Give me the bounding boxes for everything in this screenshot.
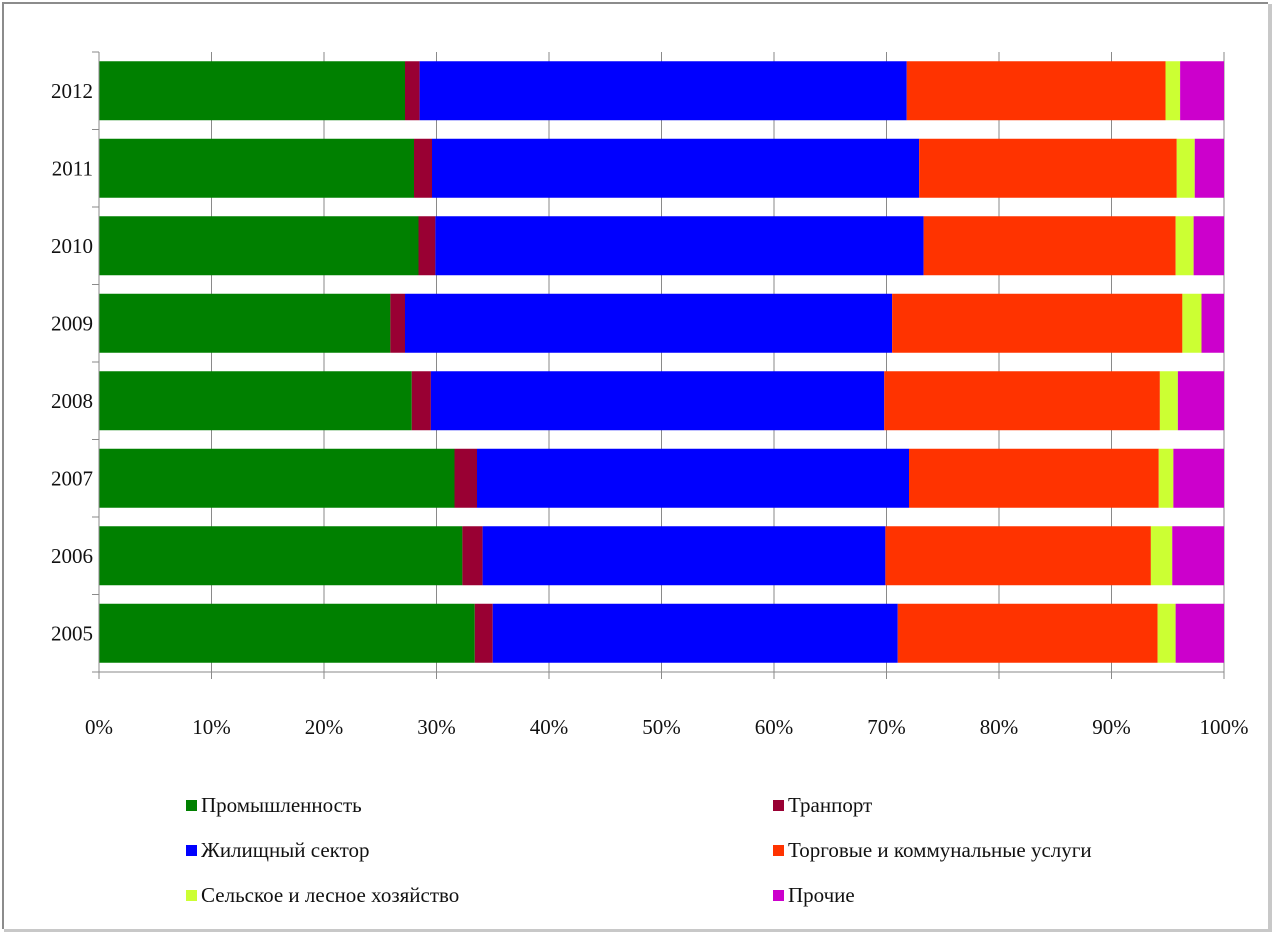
y-tick-label: 2012 [51, 79, 93, 103]
bar-segment [99, 61, 405, 121]
bar-segment [432, 138, 920, 198]
bar-segment [419, 61, 907, 121]
bar-segment [454, 448, 477, 508]
legend-swatch [186, 800, 197, 811]
legend-item: Транпорт [773, 793, 872, 818]
legend-item: Торговые и коммунальные услуги [773, 838, 1092, 863]
y-tick-label: 2005 [51, 621, 93, 645]
x-tick-label: 60% [755, 715, 794, 739]
legend-label: Промышленность [201, 793, 362, 817]
bar-segment [418, 216, 436, 276]
bar-segment [1180, 61, 1224, 121]
bar-segment [897, 603, 1158, 663]
x-tick-label: 0% [85, 715, 113, 739]
legend-item: Сельское и лесное хозяйство [186, 883, 459, 908]
bar-segment [1176, 138, 1195, 198]
bar-segment [1182, 293, 1202, 353]
x-tick-label: 40% [530, 715, 569, 739]
bar-segment [1177, 371, 1224, 431]
legend-label: Транпорт [788, 793, 873, 817]
bar-segment [1175, 216, 1194, 276]
legend-swatch [773, 800, 784, 811]
tick-labels: 0% 10% 20% 30% 40% 50% 60% 70% 80% 90% 100% 2012 201… [51, 79, 1249, 739]
bar-segment [1172, 526, 1224, 586]
bar-segment [462, 526, 483, 586]
bar-segment [411, 371, 431, 431]
bar-segment [99, 216, 419, 276]
legend-swatch [773, 890, 784, 901]
bar-segment [919, 138, 1177, 198]
legend-item: Жилищный сектор [186, 838, 370, 863]
legend-item: Прочие [773, 883, 855, 908]
bar-segment [1159, 371, 1178, 431]
x-tick-label: 30% [417, 715, 456, 739]
y-tick-label: 2011 [52, 156, 93, 180]
bar-segment [482, 526, 886, 586]
legend-label: Жилищный сектор [201, 838, 370, 862]
x-tick-label: 100% [1200, 715, 1249, 739]
bar-segment [99, 293, 391, 353]
bar-segment [885, 526, 1151, 586]
frame-shadow [4, 929, 1272, 932]
bar-segment [435, 216, 924, 276]
bar-segment [492, 603, 898, 663]
bar-segment [1201, 293, 1224, 353]
bar-segment [1158, 448, 1174, 508]
y-tick-label: 2010 [51, 234, 93, 258]
bar-segment [405, 61, 420, 121]
bar-segment [474, 603, 493, 663]
bar-segment [923, 216, 1176, 276]
bar-segment [884, 371, 1160, 431]
frame-shadow [1268, 4, 1272, 931]
bar-segment [99, 138, 414, 198]
legend-swatch [186, 845, 197, 856]
x-tick-label: 70% [867, 715, 906, 739]
bar-segment [390, 293, 405, 353]
x-tick-label: 80% [980, 715, 1019, 739]
legend-swatch [186, 890, 197, 901]
bar-segment [430, 371, 885, 431]
bar-segment [1175, 603, 1224, 663]
bar-segment [477, 448, 909, 508]
legend-label: Торговые и коммунальные услуги [788, 838, 1092, 862]
legend-item: Промышленность [186, 793, 362, 818]
legend-swatch [773, 845, 784, 856]
bar-segment [1194, 138, 1224, 198]
bar-segment [909, 448, 1159, 508]
bar-segment [892, 293, 1183, 353]
bar-segment [906, 61, 1166, 121]
bar-segment [99, 526, 463, 586]
legend-label: Сельское и лесное хозяйство [201, 883, 460, 907]
axes [92, 51, 1225, 679]
bar-segment [99, 603, 475, 663]
bar-segment [1173, 448, 1224, 508]
bar-segment [99, 448, 455, 508]
bar-segment [1157, 603, 1176, 663]
y-tick-label: 2006 [51, 544, 93, 568]
legend-label: Прочие [788, 883, 855, 907]
bar-segment [1165, 61, 1181, 121]
bar-segment [99, 371, 412, 431]
x-tick-label: 20% [305, 715, 344, 739]
bar-segment [405, 293, 893, 353]
x-tick-label: 10% [192, 715, 231, 739]
bar-segment [1193, 216, 1224, 276]
y-tick-label: 2008 [51, 389, 93, 413]
y-tick-label: 2007 [51, 466, 93, 490]
bar-segment [414, 138, 432, 198]
y-tick-label: 2009 [51, 311, 93, 335]
bar-segment [1150, 526, 1173, 586]
bar-series [99, 61, 1224, 663]
x-tick-label: 90% [1092, 715, 1131, 739]
x-tick-label: 50% [642, 715, 681, 739]
